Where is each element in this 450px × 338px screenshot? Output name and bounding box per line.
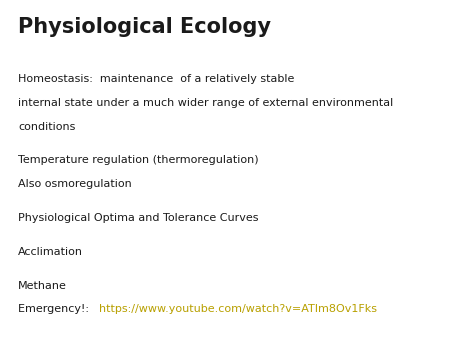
Text: conditions: conditions [18,122,76,132]
Text: Homeostasis:  maintenance  of a relatively stable: Homeostasis: maintenance of a relatively… [18,74,294,84]
Text: Also osmoregulation: Also osmoregulation [18,179,132,189]
Text: Methane: Methane [18,281,67,291]
Text: Acclimation: Acclimation [18,247,83,257]
Text: Physiological Ecology: Physiological Ecology [18,17,271,37]
Text: Temperature regulation (thermoregulation): Temperature regulation (thermoregulation… [18,155,259,166]
Text: internal state under a much wider range of external environmental: internal state under a much wider range … [18,98,393,108]
Text: Emergency!:: Emergency!: [18,304,96,314]
Text: Physiological Optima and Tolerance Curves: Physiological Optima and Tolerance Curve… [18,213,258,223]
Text: https://www.youtube.com/watch?v=ATIm8Ov1Fks: https://www.youtube.com/watch?v=ATIm8Ov1… [99,304,377,314]
